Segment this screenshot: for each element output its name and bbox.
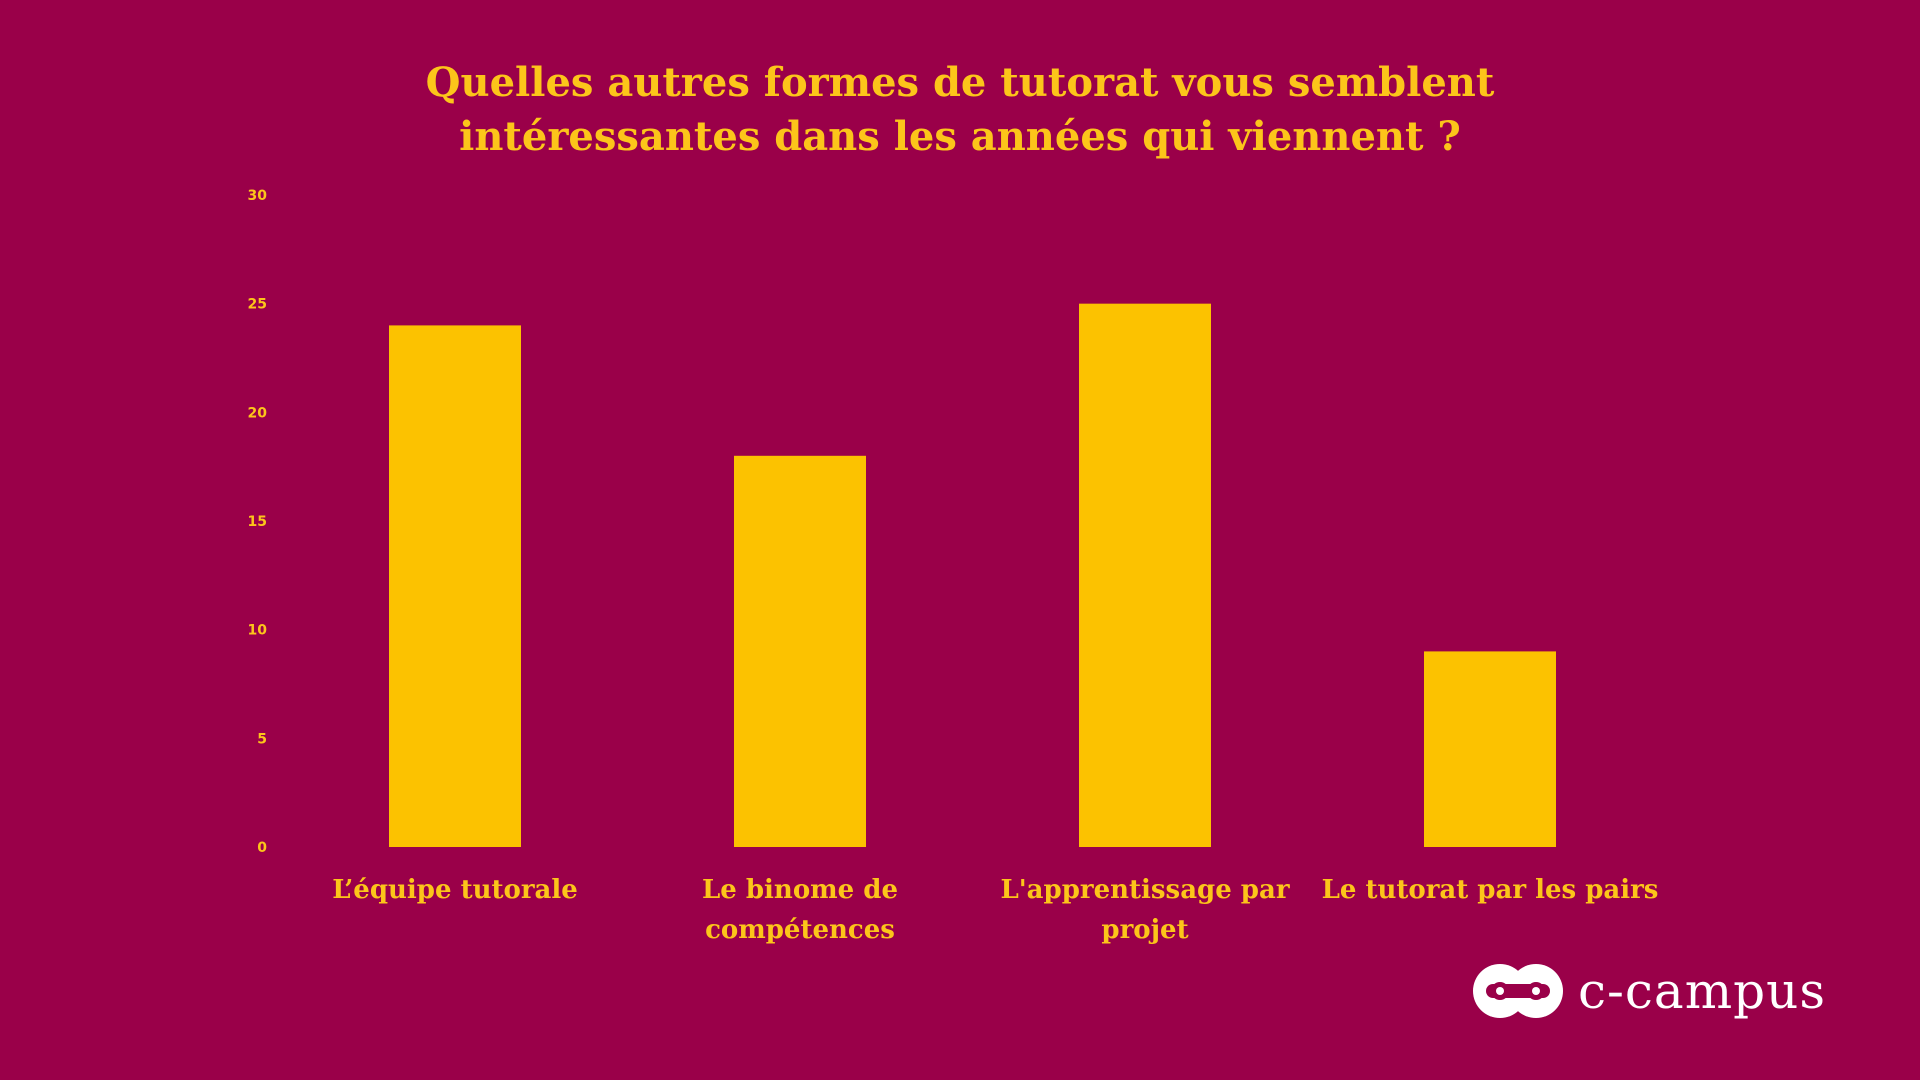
y-tick-label: 0 — [257, 840, 267, 856]
x-category-label-line: compétences — [705, 915, 895, 945]
x-category-label-line: L’équipe tutorale — [332, 875, 578, 905]
x-category-label-line: projet — [1101, 915, 1188, 945]
y-tick-label: 5 — [257, 731, 267, 747]
bar — [1424, 651, 1556, 847]
y-tick-label: 25 — [248, 297, 267, 313]
x-category-label-line: L'apprentissage par — [1000, 875, 1289, 905]
x-category-label: L’équipe tutorale — [332, 875, 578, 905]
x-category-label-line: Le tutorat par les pairs — [1322, 875, 1659, 905]
chart-title-line-1: Quelles autres formes de tutorat vous se… — [425, 59, 1495, 106]
y-tick-label: 20 — [248, 405, 268, 421]
y-tick-label: 15 — [248, 514, 267, 530]
logo-text: c-campus — [1578, 962, 1826, 1020]
x-category-label-line: Le binome de — [702, 875, 898, 905]
chart-title: Quelles autres formes de tutorat vous se… — [0, 56, 1920, 164]
x-category-label: Le tutorat par les pairs — [1322, 875, 1659, 905]
bar — [734, 455, 866, 847]
chart-title-line-2: intéressantes dans les années qui vienne… — [459, 113, 1461, 160]
c-campus-logo: c-campus — [1470, 958, 1850, 1024]
x-category-label: L'apprentissage par projet — [1000, 875, 1289, 945]
y-tick-label: 10 — [248, 623, 268, 639]
bar — [1079, 303, 1211, 848]
x-category-label: Le binome de compétences — [702, 875, 898, 945]
bar — [389, 325, 521, 847]
c-campus-logo-icon — [1473, 964, 1563, 1018]
y-tick-label: 30 — [248, 188, 268, 204]
